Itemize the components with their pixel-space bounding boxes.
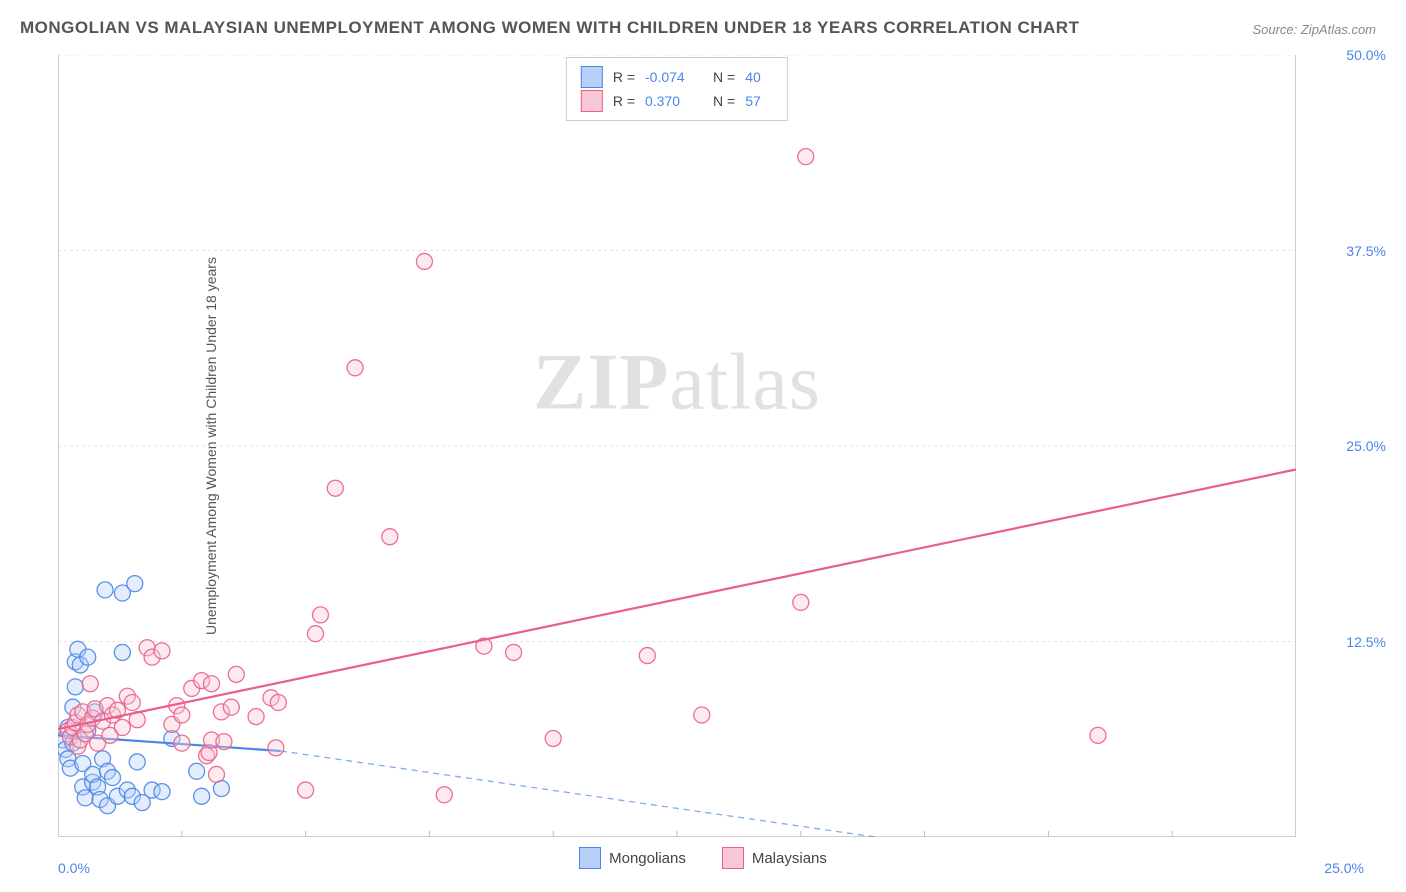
- scatter-plot: [58, 55, 1296, 837]
- y-tick-label: 12.5%: [1346, 634, 1386, 650]
- legend-stat-row: R = -0.074 N = 40: [581, 66, 773, 88]
- r-value: -0.074: [645, 69, 703, 85]
- y-tick-label: 37.5%: [1346, 243, 1386, 259]
- chart-area: ZIPatlas R =-0.074N =40R =0.370N =57 12.…: [58, 55, 1296, 837]
- legend-swatch: [579, 847, 601, 869]
- legend-item: Malaysians: [722, 847, 827, 869]
- r-value: 0.370: [645, 93, 703, 109]
- legend-label: Malaysians: [752, 850, 827, 867]
- legend-bottom: Mongolians Malaysians: [0, 847, 1406, 874]
- legend-stat-row: R = 0.370 N = 57: [581, 90, 773, 112]
- n-label: N =: [713, 93, 735, 109]
- legend-swatch: [581, 90, 603, 112]
- y-tick-label: 25.0%: [1346, 438, 1386, 454]
- chart-title: MONGOLIAN VS MALAYSIAN UNEMPLOYMENT AMON…: [20, 18, 1079, 38]
- y-tick-label: 50.0%: [1346, 47, 1386, 63]
- legend-item: Mongolians: [579, 847, 686, 869]
- r-label: R =: [613, 93, 635, 109]
- legend-label: Mongolians: [609, 850, 686, 867]
- n-value: 57: [745, 93, 773, 109]
- n-label: N =: [713, 69, 735, 85]
- n-value: 40: [745, 69, 773, 85]
- r-label: R =: [613, 69, 635, 85]
- legend-stats: R = -0.074 N = 40 R = 0.370 N = 57: [566, 57, 788, 121]
- source-label: Source: ZipAtlas.com: [1252, 22, 1376, 37]
- legend-swatch: [722, 847, 744, 869]
- legend-swatch: [581, 66, 603, 88]
